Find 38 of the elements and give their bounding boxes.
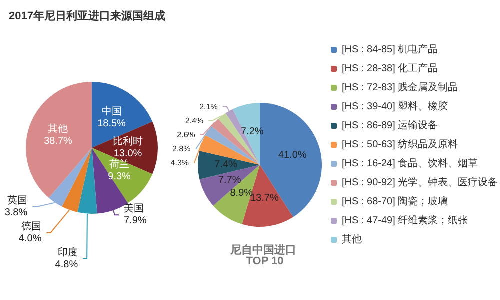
data-label: 13.7% <box>250 193 279 204</box>
slice-label: 美国 <box>124 202 144 215</box>
data-label: 4.0% <box>18 233 42 244</box>
legend-label: [HS : 16-24] 食品、饮料、烟草 <box>342 158 478 170</box>
slice-label: 其他 <box>48 122 68 135</box>
legend-label: [HS : 86-89] 运输设备 <box>342 120 438 132</box>
data-label: 18.5% <box>98 118 126 130</box>
slice-label: 比利时 <box>113 136 143 148</box>
data-label: 7.4% <box>214 160 238 171</box>
chart-title: 2017年尼日利亚进口来源国组成 <box>9 10 166 22</box>
data-label: 13.0% <box>114 148 142 160</box>
text: 尼自中国进口 TOP 10 <box>229 244 300 268</box>
data-label: 7.9% <box>124 216 147 227</box>
slice-label: 德国 <box>22 221 42 232</box>
data-label: 4.3% <box>170 158 190 168</box>
data-label: 3.8% <box>4 207 28 218</box>
legend-label: [HS : 68-70] 陶瓷；玻璃 <box>342 196 448 208</box>
legend-label: [HS : 84-85] 机电产品 <box>342 44 438 56</box>
data-label: 7.7% <box>218 175 242 186</box>
data-label: 2.1% <box>200 102 218 112</box>
slice-label: 印度 <box>58 246 78 258</box>
legend-label: 其他 <box>342 234 362 246</box>
data-label: 2.8% <box>172 144 191 154</box>
legend-label: [HS : 90-92] 光学、钟表、医疗设备 <box>342 176 498 188</box>
data-label: 38.7% <box>44 136 73 147</box>
data-label: 7.2% <box>240 126 264 138</box>
legend-label: [HS : 72-83] 贱金属及制品 <box>342 82 458 94</box>
slice-label: 荷兰 <box>110 158 130 171</box>
data-label: 41.0% <box>278 150 307 161</box>
slice-label: 中国 <box>102 105 122 118</box>
legend-label: [HS : 47-49] 纤维素浆；纸张 <box>342 214 468 226</box>
legend-label: [HS : 50-63] 纺织品及原料 <box>342 138 458 150</box>
legend-label: [HS : 39-40] 塑料、橡胶 <box>342 100 448 112</box>
legend-label: [HS : 28-38] 化工产品 <box>342 62 438 74</box>
data-label: 2.6% <box>177 130 196 140</box>
data-label: 2.4% <box>185 116 204 126</box>
data-label: 4.8% <box>55 259 78 270</box>
slice-label: 英国 <box>8 194 28 206</box>
